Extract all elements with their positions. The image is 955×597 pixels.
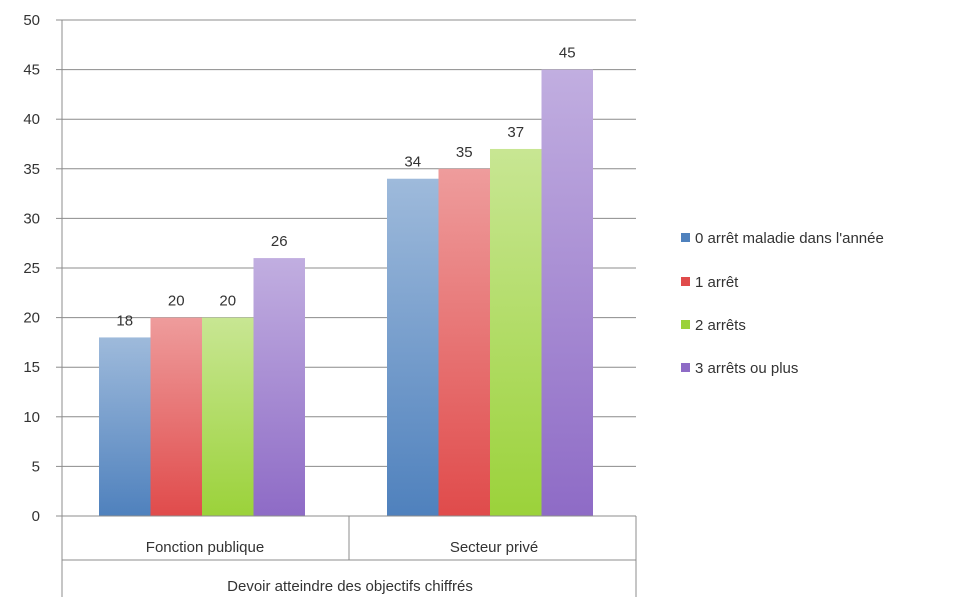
y-tick-label: 40 bbox=[23, 111, 40, 128]
y-tick-label: 25 bbox=[23, 260, 40, 277]
legend-swatch bbox=[681, 320, 690, 329]
legend-swatch bbox=[681, 277, 690, 286]
category-label: Fonction publique bbox=[146, 539, 264, 556]
legend-label: 1 arrêt bbox=[695, 274, 739, 291]
data-label: 26 bbox=[271, 233, 288, 250]
bar bbox=[541, 69, 593, 516]
y-tick-label: 50 bbox=[23, 12, 40, 29]
data-label: 18 bbox=[116, 312, 133, 329]
data-label: 20 bbox=[168, 293, 185, 310]
legend-label: 3 arrêts ou plus bbox=[695, 360, 798, 377]
y-tick-label: 15 bbox=[23, 359, 40, 376]
data-label: 20 bbox=[219, 293, 236, 310]
bar bbox=[490, 148, 542, 516]
y-tick-label: 35 bbox=[23, 161, 40, 178]
data-label: 45 bbox=[559, 45, 576, 62]
bar bbox=[202, 317, 254, 516]
data-labels: 18 20 20 26 34 35 37 45 bbox=[116, 45, 575, 330]
y-tick-label: 10 bbox=[23, 409, 40, 426]
y-axis-ticks: 0 5 10 15 20 25 30 35 40 45 50 bbox=[23, 12, 62, 525]
data-label: 35 bbox=[456, 144, 473, 161]
y-tick-label: 30 bbox=[23, 210, 40, 227]
legend-swatch bbox=[681, 233, 690, 242]
bars bbox=[99, 69, 593, 517]
legend: 0 arrêt maladie dans l'année 1 arrêt 2 arr… bbox=[681, 230, 884, 377]
y-tick-label: 20 bbox=[23, 310, 40, 327]
bar bbox=[253, 258, 305, 516]
category-group-label: Devoir atteindre des objectifs chiffrés bbox=[227, 578, 473, 595]
y-tick-label: 45 bbox=[23, 62, 40, 79]
bar bbox=[387, 178, 439, 516]
category-labels: Fonction publique Secteur privé bbox=[146, 539, 538, 556]
bar bbox=[99, 337, 151, 516]
data-label: 37 bbox=[507, 124, 524, 141]
y-tick-label: 5 bbox=[32, 458, 40, 475]
axes bbox=[61, 20, 637, 597]
bar bbox=[438, 168, 490, 517]
legend-label: 0 arrêt maladie dans l'année bbox=[695, 230, 884, 247]
data-label: 34 bbox=[404, 154, 421, 171]
y-tick-label: 0 bbox=[32, 508, 40, 525]
legend-label: 2 arrêts bbox=[695, 317, 746, 334]
bar bbox=[150, 317, 202, 516]
legend-swatch bbox=[681, 363, 690, 372]
category-label: Secteur privé bbox=[450, 539, 538, 556]
